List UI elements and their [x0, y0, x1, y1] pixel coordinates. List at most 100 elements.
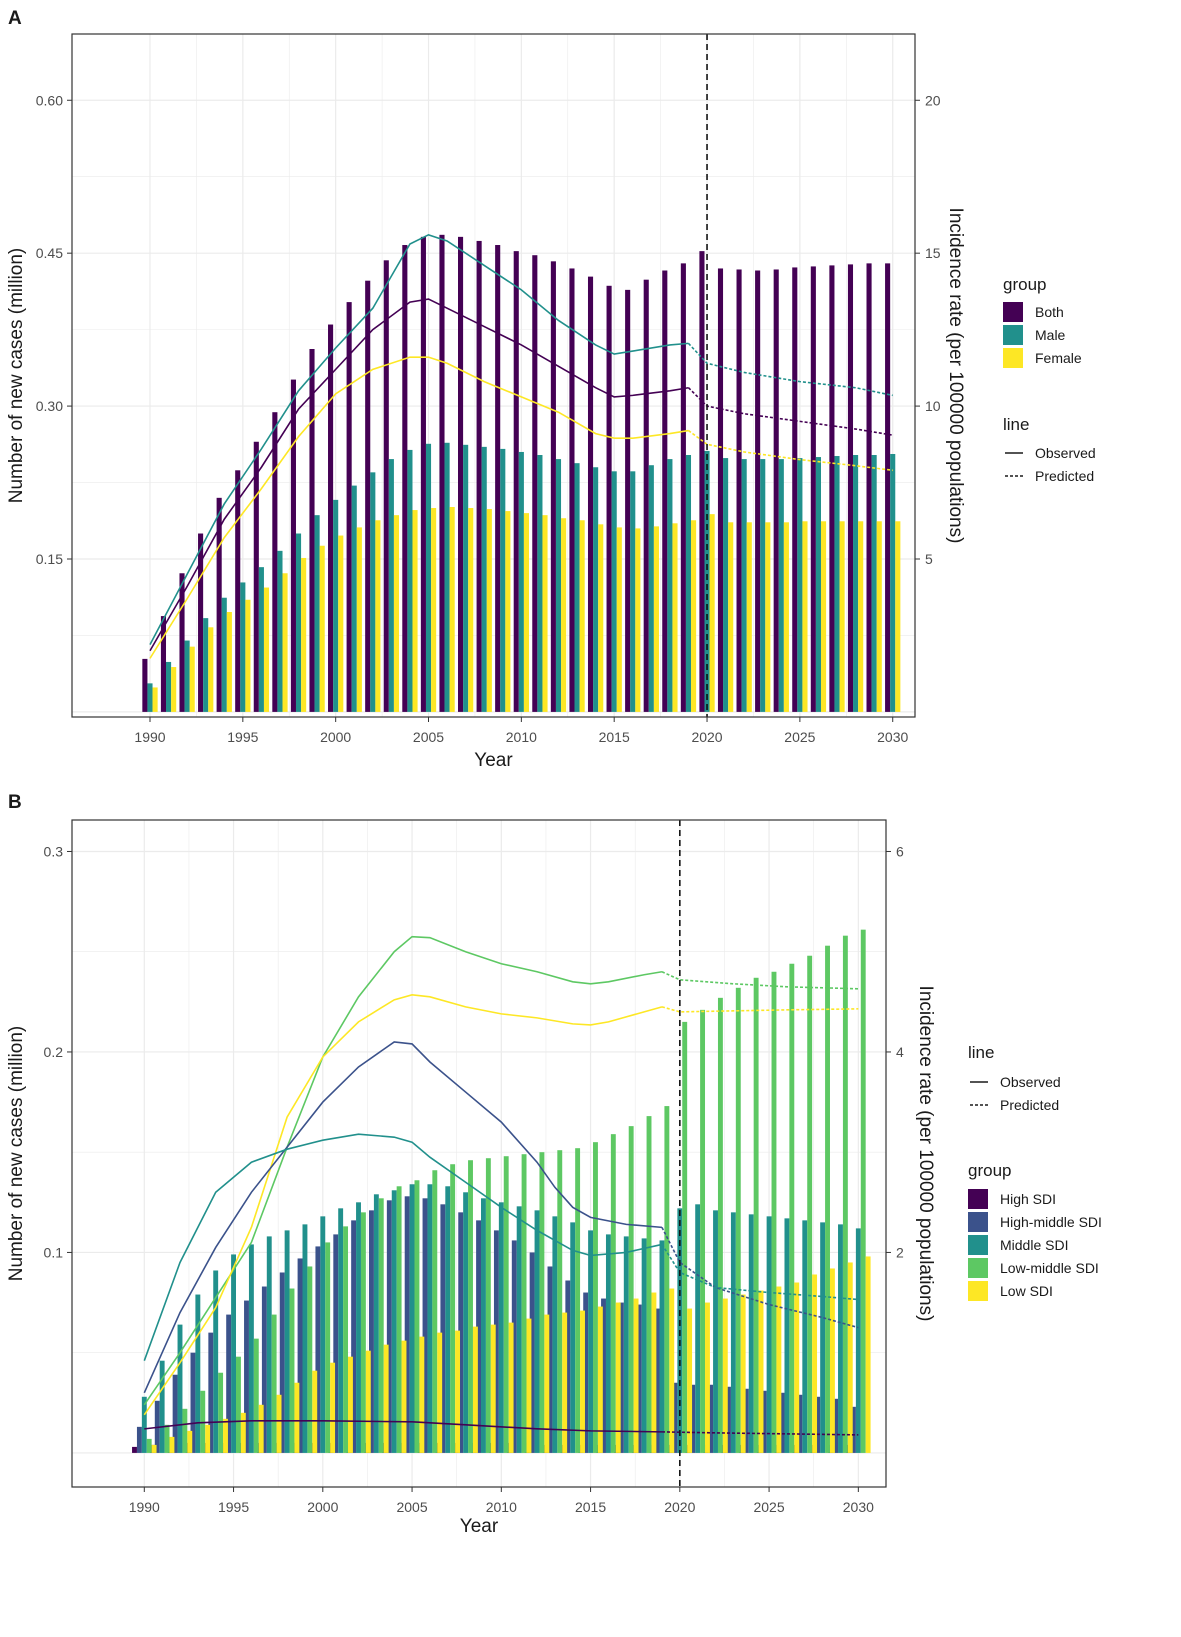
bars	[132, 929, 871, 1453]
bar	[490, 1324, 496, 1453]
bar	[588, 1230, 594, 1453]
bar	[333, 1234, 339, 1453]
bar	[855, 1228, 861, 1453]
bar	[208, 627, 214, 712]
bar	[850, 1406, 856, 1453]
bar	[606, 285, 612, 712]
bar	[615, 1302, 621, 1453]
bar	[529, 1252, 535, 1453]
x-tick-label: 2030	[877, 729, 908, 745]
bar	[440, 1204, 446, 1453]
bar	[272, 412, 278, 712]
bar	[636, 1304, 642, 1453]
bar	[365, 280, 371, 712]
bar	[544, 1314, 550, 1453]
bar	[320, 1216, 326, 1453]
bar	[439, 234, 445, 712]
bar	[189, 646, 195, 712]
bar	[396, 1186, 402, 1453]
bar	[641, 1238, 647, 1453]
bar	[179, 573, 185, 712]
x-tick-label: 2005	[396, 1499, 427, 1515]
bar	[860, 929, 866, 1453]
line-predicted-high-sdi	[661, 1431, 859, 1436]
bar	[245, 599, 251, 712]
bar	[667, 459, 673, 712]
bar	[309, 349, 315, 712]
bar	[839, 521, 845, 712]
bar	[412, 510, 418, 712]
y-axis-right: 2 4 6	[886, 843, 904, 1260]
bar	[722, 1298, 728, 1453]
bar	[847, 1262, 853, 1453]
bar-series-low-sdi	[151, 1256, 871, 1453]
bar	[401, 1340, 407, 1453]
bar	[771, 971, 777, 1453]
bar	[680, 263, 686, 712]
bar	[325, 1242, 331, 1453]
x-axis: 1990 1995 2000 2005 2010 2015 2020 2025 2030	[129, 1487, 874, 1515]
bar	[407, 449, 413, 712]
x-tick-label: 2010	[486, 1499, 517, 1515]
bar	[187, 1430, 193, 1453]
bar	[271, 1314, 277, 1453]
panel-b: B 1990 1995 2000 2005 2010 2015 2020 2025 2030 Yea…	[6, 792, 1102, 1537]
x-tick-label: 1995	[218, 1499, 249, 1515]
bar	[468, 508, 474, 712]
bar	[833, 1398, 839, 1453]
bar	[643, 279, 649, 712]
bar	[330, 1362, 336, 1453]
line-predicted-low-sdi	[661, 1006, 859, 1013]
bar	[575, 1148, 581, 1453]
bar	[646, 1116, 652, 1453]
bar	[847, 264, 854, 712]
x-axis: 1990 1995 2000 2005 2010 2015 2020 2025 2030	[134, 717, 908, 745]
bar	[481, 1198, 486, 1453]
bar	[648, 465, 654, 712]
bar	[691, 520, 697, 712]
bar	[834, 456, 840, 712]
bar	[761, 1390, 767, 1453]
bar	[776, 1286, 782, 1453]
bar	[136, 1426, 142, 1453]
bar	[726, 1386, 731, 1453]
x-tick-label: 2030	[843, 1499, 874, 1515]
bar	[773, 269, 779, 712]
legend-label: Male	[1035, 327, 1066, 343]
bar	[890, 453, 896, 712]
bar	[802, 521, 808, 712]
legend-swatch-both	[1003, 302, 1023, 322]
bar	[587, 276, 594, 712]
bar	[523, 513, 529, 712]
bar	[699, 251, 705, 712]
bar	[705, 1302, 710, 1453]
bar	[630, 471, 636, 712]
bar	[277, 550, 283, 712]
bar	[391, 1190, 397, 1453]
bar	[203, 618, 209, 712]
bar	[797, 1394, 803, 1453]
bar	[853, 455, 859, 712]
bar	[755, 270, 761, 712]
y-axis-title: Number of new cases (million)	[6, 248, 27, 504]
bar	[623, 1236, 629, 1453]
bar	[542, 515, 548, 712]
bar	[166, 661, 172, 712]
bar	[557, 1150, 563, 1453]
bar	[213, 1270, 219, 1453]
bar	[778, 459, 784, 712]
bar	[198, 533, 204, 712]
bar	[437, 1332, 443, 1453]
bar	[289, 1288, 295, 1453]
bar	[141, 1396, 147, 1453]
bar	[503, 1156, 509, 1453]
y2-tick-label: 15	[925, 245, 941, 261]
bar	[532, 255, 538, 712]
line-observed-low-sdi	[143, 994, 663, 1416]
bar	[495, 245, 501, 712]
bar	[208, 1332, 214, 1453]
lines	[143, 935, 859, 1436]
legend-swatch-male	[1003, 325, 1023, 345]
bar	[690, 1384, 696, 1453]
